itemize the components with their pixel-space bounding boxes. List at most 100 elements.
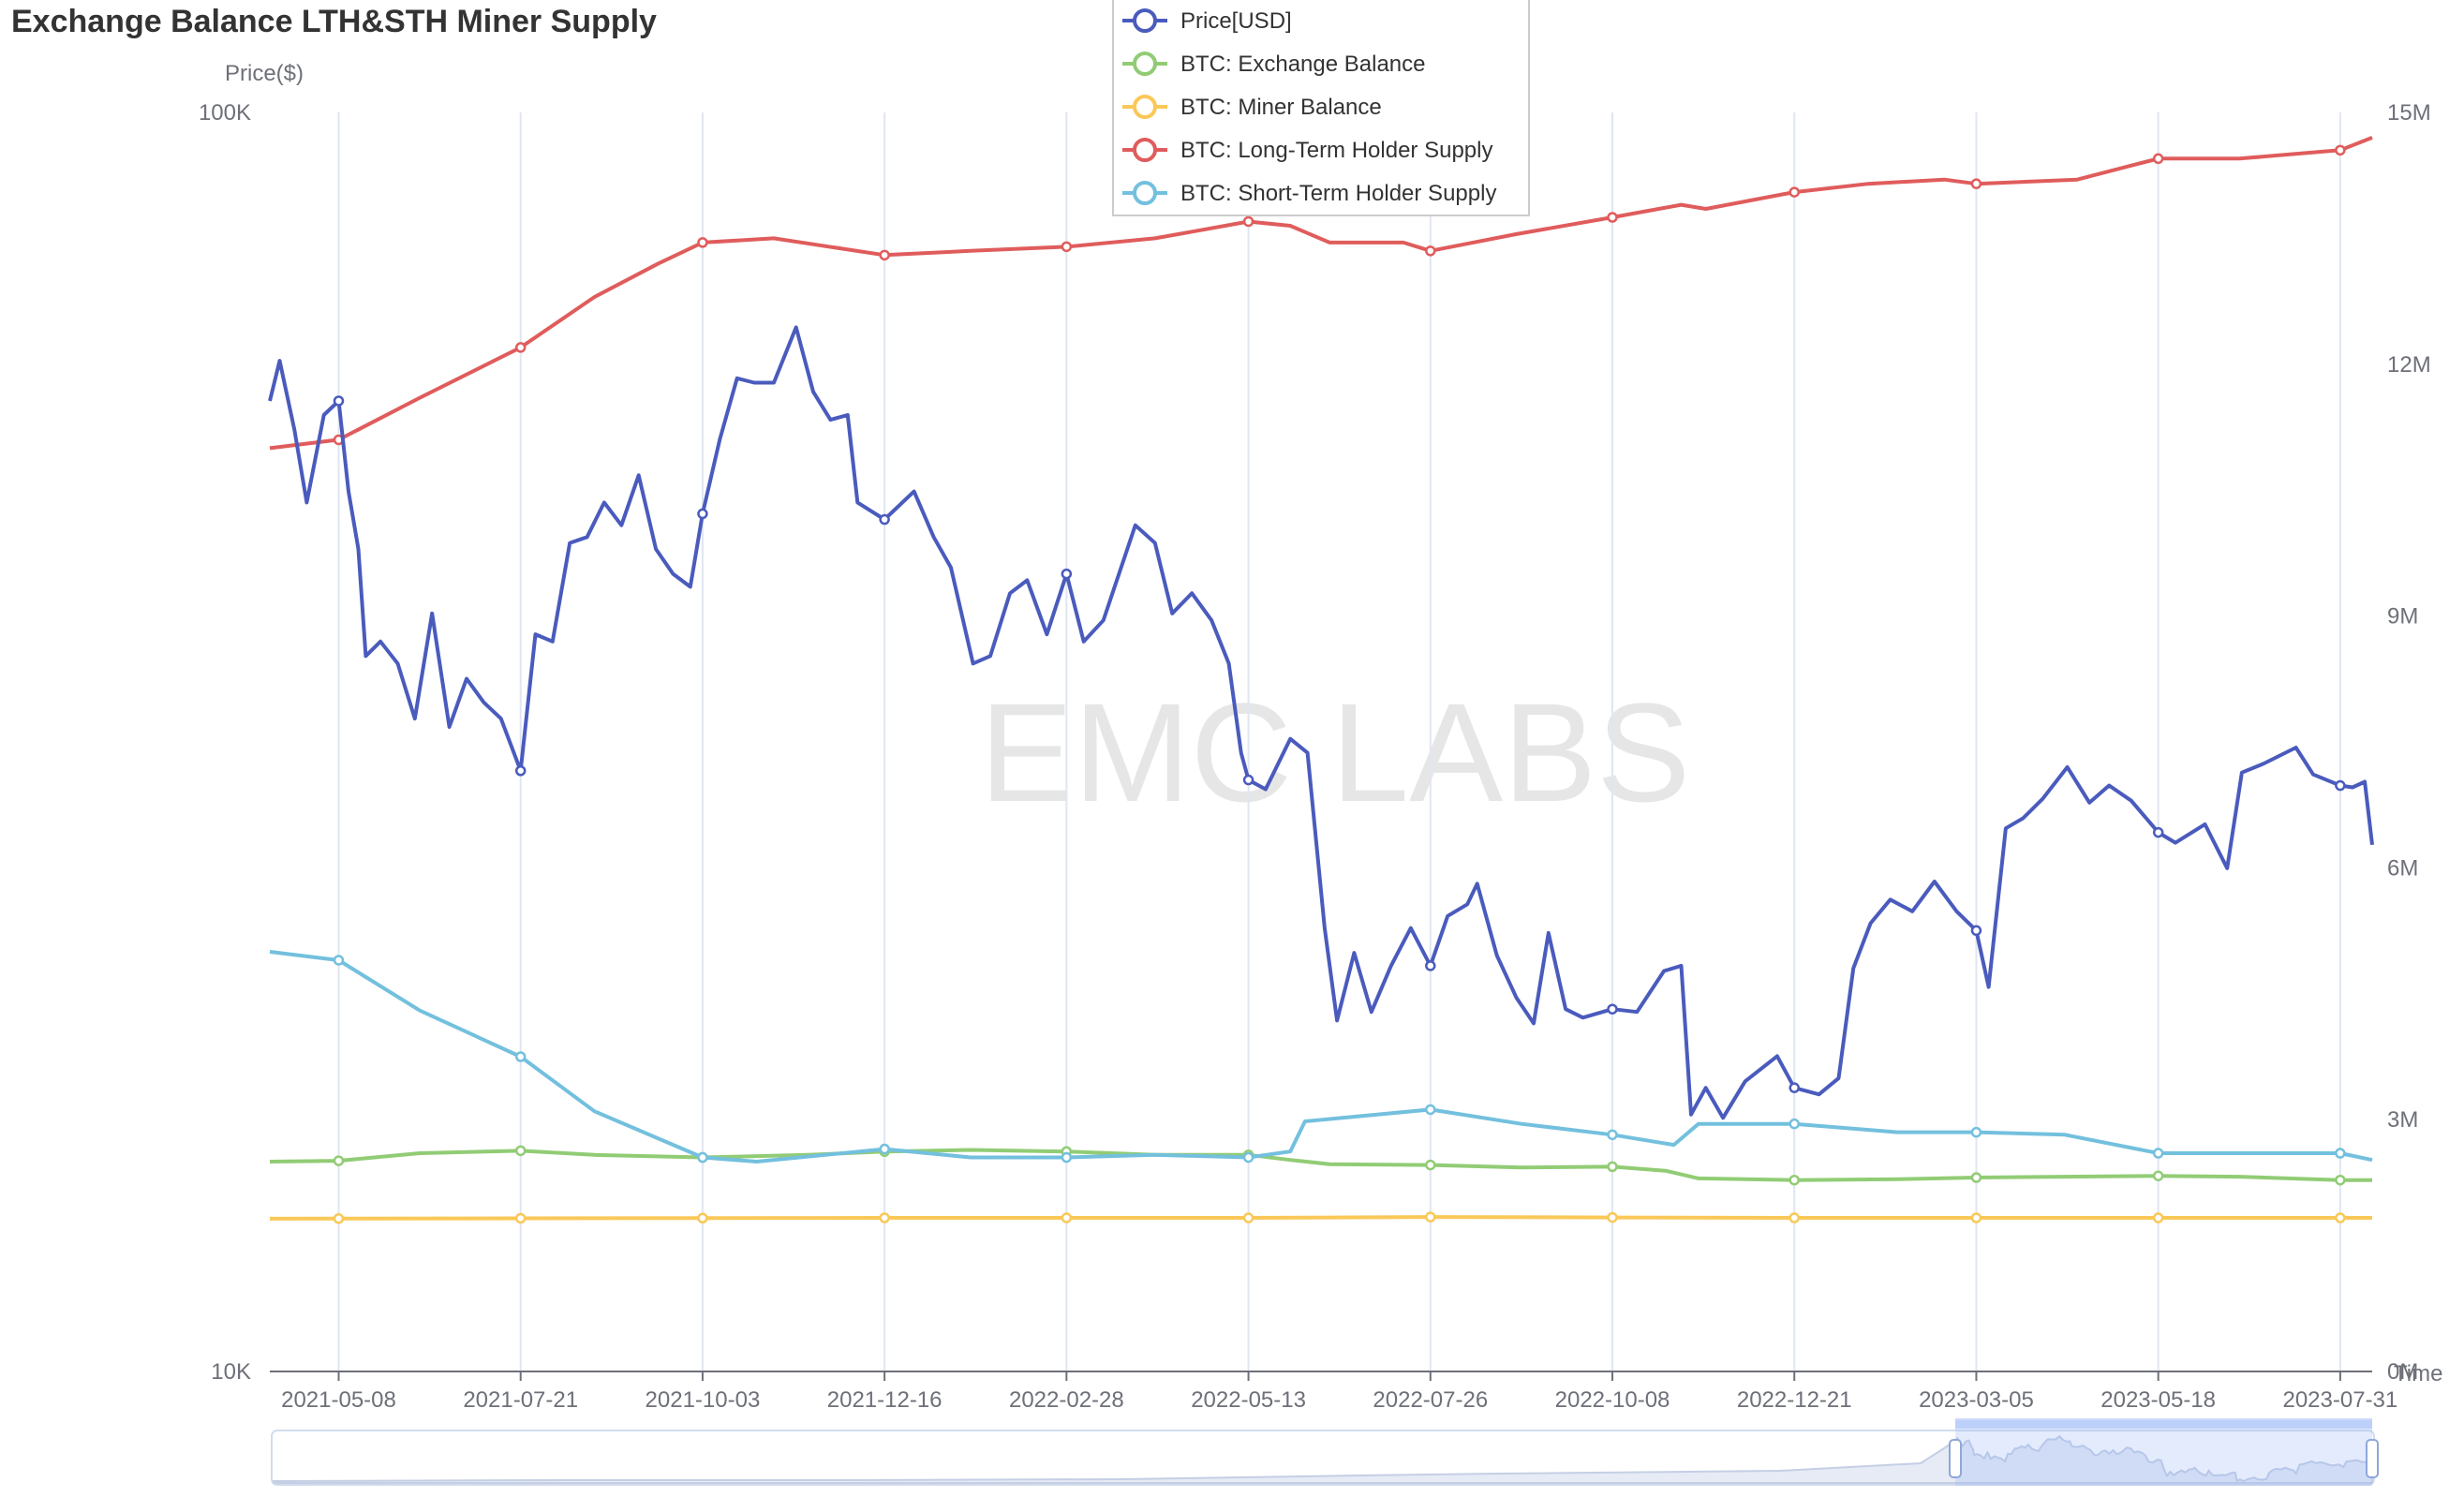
series-point[interactable] [2335,144,2346,156]
series-point[interactable] [333,1213,345,1224]
data-zoom-handle-right[interactable] [2366,1439,2379,1478]
y-right-tick-label: 6M [2387,855,2418,881]
legend-marker-icon [1133,138,1157,162]
legend[interactable]: Price[USD] BTC: Exchange Balance BTC: Mine… [1112,0,1530,216]
data-zoom-slider[interactable] [271,1418,2379,1486]
x-tick-label: 2021-05-08 [281,1387,396,1413]
series-point[interactable] [1242,1151,1254,1164]
series-point[interactable] [697,508,708,520]
legend-item-0[interactable]: Price[USD] [1122,8,1292,34]
series-point[interactable] [1242,1212,1254,1223]
series-point[interactable] [2335,1212,2346,1223]
data-zoom-handle-left[interactable] [1949,1439,1962,1478]
y-left-tick-label: 100K [199,100,251,126]
y-right-tick-label: 15M [2387,100,2431,126]
series-point[interactable] [1970,1172,1982,1183]
series-point[interactable] [1425,245,1436,257]
series-point[interactable] [1607,1129,1618,1141]
legend-item-2[interactable]: BTC: Miner Balance [1122,95,1382,120]
legend-marker-icon [1133,8,1157,33]
legend-label: Price[USD] [1180,8,1292,34]
series-point[interactable] [2152,826,2164,838]
series-point[interactable] [1607,212,1618,223]
x-tick-label: 2022-12-21 [1737,1387,1852,1413]
series-point[interactable] [514,1212,527,1224]
series-point[interactable] [514,342,527,353]
y-right-tick-label: 3M [2387,1107,2418,1133]
x-tick-label: 2023-05-18 [2100,1387,2216,1413]
x-tick-label: 2022-07-26 [1373,1387,1488,1413]
series-line-2[interactable] [269,1215,2372,1221]
x-tick-label: 2022-05-13 [1191,1387,1306,1413]
legend-item-1[interactable]: BTC: Exchange Balance [1122,52,1425,77]
legend-label: BTC: Long-Term Holder Supply [1180,138,1492,163]
data-zoom-selection-top[interactable] [1955,1418,2372,1429]
series-point[interactable] [514,764,527,777]
series-point[interactable] [697,1212,708,1224]
series-point[interactable] [1061,1151,1073,1164]
y-right-tick-label: 0M [2387,1359,2418,1385]
legend-marker-icon [1133,181,1157,205]
series-point[interactable] [2335,1148,2346,1159]
series-point[interactable] [1970,178,1982,189]
series-line-4[interactable] [269,950,2373,1164]
series-line-3[interactable] [269,136,2373,451]
series-point[interactable] [333,1155,345,1166]
series-point[interactable] [1970,1212,1982,1223]
x-tick-label: 2021-12-16 [827,1387,943,1413]
series-line-0[interactable] [268,325,2374,1120]
series-point[interactable] [1425,1159,1436,1171]
series-point[interactable] [1970,925,1982,937]
series-point[interactable] [697,1151,708,1164]
series-point[interactable] [1789,1212,1800,1223]
x-axis-label: Time [2394,1361,2442,1386]
series-point[interactable] [1607,1003,1618,1015]
series-point[interactable] [879,1212,890,1223]
series-point[interactable] [1607,1161,1618,1173]
x-tick-label: 2021-10-03 [646,1387,761,1413]
series-layer [268,136,2374,1224]
series-point[interactable] [1242,774,1254,786]
series-point[interactable] [1425,1211,1436,1223]
series-point[interactable] [1425,1104,1436,1116]
series-point[interactable] [2152,1170,2164,1181]
series-point[interactable] [1242,215,1254,228]
series-point[interactable] [879,249,890,261]
legend-item-3[interactable]: BTC: Long-Term Holder Supply [1122,138,1492,163]
legend-label: BTC: Short-Term Holder Supply [1180,181,1496,206]
legend-label: BTC: Miner Balance [1180,95,1382,120]
legend-item-4[interactable]: BTC: Short-Term Holder Supply [1122,181,1496,206]
series-point[interactable] [2152,153,2164,165]
series-point[interactable] [697,237,708,248]
legend-label: BTC: Exchange Balance [1180,52,1425,77]
series-point[interactable] [2335,1174,2346,1186]
axes: 2021-05-08 2021-07-21 2021-10-03 2021-12-16… [199,100,2431,1413]
series-point[interactable] [1061,241,1073,253]
x-tick-label: 2022-02-28 [1009,1387,1124,1413]
y-left-axis-label: Price($) [225,61,304,86]
series-point[interactable] [333,955,345,966]
series-point[interactable] [2335,779,2346,792]
series-point[interactable] [879,513,890,526]
data-zoom-preview [273,1434,2373,1484]
data-zoom-selection[interactable] [1955,1420,2372,1486]
series-point[interactable] [1061,568,1073,580]
series-point[interactable] [879,1143,890,1155]
series-point[interactable] [2152,1148,2164,1159]
series-point[interactable] [2152,1212,2164,1223]
series-point[interactable] [1789,186,1800,198]
series-point[interactable] [1789,1082,1800,1093]
series-point[interactable] [1789,1118,1800,1130]
y-right-tick-label: 12M [2387,352,2431,378]
series-line-1[interactable] [269,1148,2372,1182]
series-point[interactable] [514,1145,527,1157]
series-point[interactable] [1789,1174,1800,1186]
x-tick-label: 2022-10-08 [1555,1387,1670,1413]
legend-marker-icon [1133,95,1157,119]
series-point[interactable] [333,395,345,407]
series-point[interactable] [514,1051,527,1062]
series-point[interactable] [1061,1212,1073,1223]
series-point[interactable] [1607,1211,1618,1223]
series-point[interactable] [1425,960,1436,971]
series-point[interactable] [1970,1126,1982,1138]
